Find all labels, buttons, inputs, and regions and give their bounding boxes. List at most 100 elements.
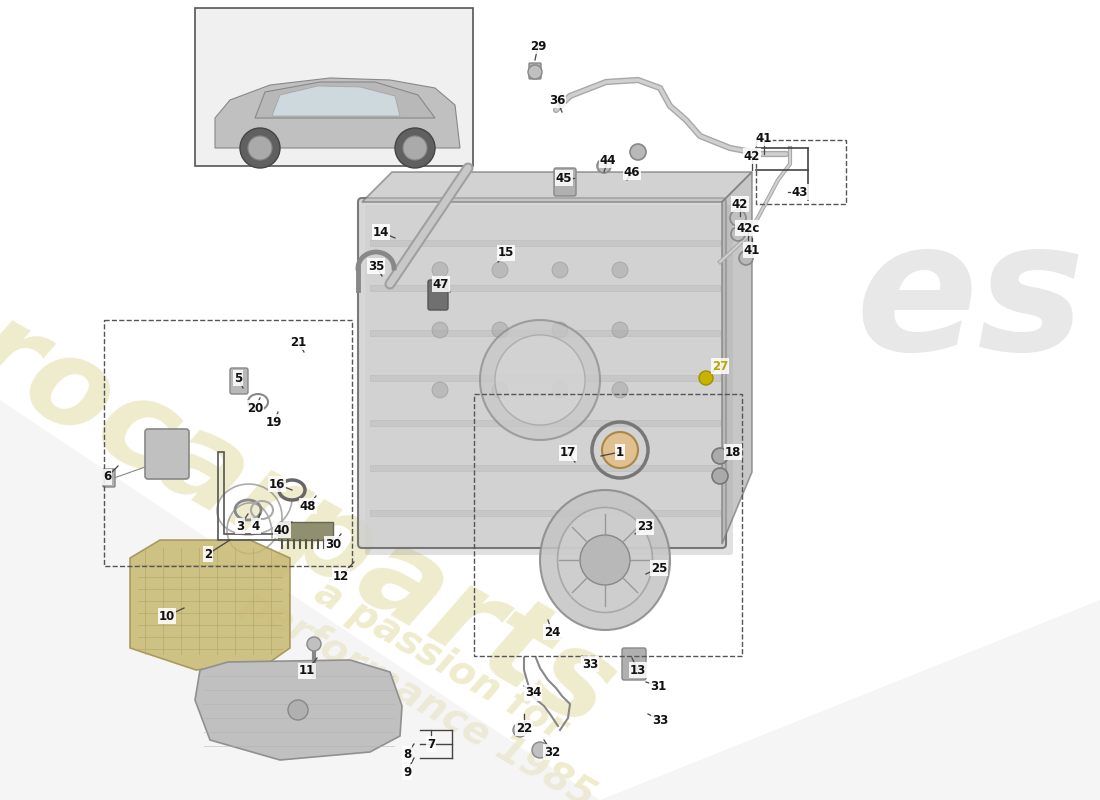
FancyBboxPatch shape: [103, 469, 116, 487]
Circle shape: [580, 535, 630, 585]
Text: 2: 2: [204, 547, 212, 561]
Text: 41: 41: [756, 131, 772, 145]
Text: es: es: [855, 212, 1085, 388]
Circle shape: [612, 262, 628, 278]
Polygon shape: [130, 540, 290, 670]
Circle shape: [739, 251, 754, 265]
FancyBboxPatch shape: [230, 368, 248, 394]
Text: 13: 13: [630, 663, 646, 677]
Text: 42: 42: [732, 198, 748, 210]
Text: 46: 46: [624, 166, 640, 178]
Polygon shape: [722, 172, 752, 544]
Circle shape: [612, 382, 628, 398]
Ellipse shape: [540, 490, 670, 630]
Ellipse shape: [558, 507, 652, 613]
Circle shape: [630, 144, 646, 160]
Text: 33: 33: [582, 658, 598, 670]
Text: 27: 27: [712, 359, 728, 373]
Text: 19: 19: [266, 415, 283, 429]
Circle shape: [432, 322, 448, 338]
Text: 23: 23: [637, 521, 653, 534]
Text: 3: 3: [235, 519, 244, 533]
Circle shape: [532, 742, 548, 758]
FancyBboxPatch shape: [365, 205, 733, 555]
Text: 30: 30: [324, 538, 341, 550]
Circle shape: [492, 382, 508, 398]
Bar: [370, 465, 720, 471]
Circle shape: [403, 136, 427, 160]
Polygon shape: [214, 78, 460, 148]
Text: 6: 6: [103, 470, 111, 483]
Circle shape: [528, 65, 542, 79]
Circle shape: [307, 637, 321, 651]
Bar: [370, 510, 720, 516]
Circle shape: [732, 227, 745, 241]
Circle shape: [432, 382, 448, 398]
Text: 41: 41: [744, 243, 760, 257]
Text: 24: 24: [543, 626, 560, 638]
FancyBboxPatch shape: [145, 429, 189, 479]
Circle shape: [288, 700, 308, 720]
FancyBboxPatch shape: [554, 168, 576, 196]
Text: 21: 21: [290, 335, 306, 349]
Text: 12: 12: [333, 570, 349, 582]
Text: 32: 32: [543, 746, 560, 758]
Text: 42c: 42c: [736, 222, 760, 234]
Circle shape: [552, 262, 568, 278]
FancyBboxPatch shape: [621, 648, 646, 680]
Circle shape: [552, 322, 568, 338]
FancyBboxPatch shape: [278, 522, 333, 540]
Bar: [756, 140, 846, 204]
Circle shape: [698, 371, 713, 385]
Text: 8: 8: [403, 747, 411, 761]
Circle shape: [492, 322, 508, 338]
Text: 42: 42: [744, 150, 760, 162]
Polygon shape: [362, 172, 752, 202]
FancyBboxPatch shape: [529, 63, 541, 79]
Bar: [474, 394, 742, 656]
Text: 5: 5: [234, 371, 242, 385]
Bar: [370, 375, 720, 381]
Text: 48: 48: [299, 499, 317, 513]
Circle shape: [432, 262, 448, 278]
Text: 14: 14: [373, 226, 389, 238]
Text: 17: 17: [560, 446, 576, 459]
Text: 20: 20: [246, 402, 263, 414]
Circle shape: [495, 335, 585, 425]
Circle shape: [712, 468, 728, 484]
Text: 1: 1: [616, 446, 624, 458]
Polygon shape: [255, 82, 434, 118]
Text: a passion for
performance 1985: a passion for performance 1985: [235, 544, 625, 800]
Circle shape: [602, 432, 638, 468]
Text: 31: 31: [650, 679, 667, 693]
Circle shape: [730, 210, 746, 226]
Text: 29: 29: [530, 39, 547, 53]
Text: 10: 10: [158, 610, 175, 622]
Circle shape: [492, 262, 508, 278]
Bar: [370, 420, 720, 426]
Text: eurocarparts: eurocarparts: [0, 206, 635, 754]
Text: 22: 22: [516, 722, 532, 734]
Bar: [370, 240, 720, 246]
Circle shape: [395, 128, 434, 168]
Circle shape: [513, 723, 527, 737]
Circle shape: [248, 136, 272, 160]
Text: 33: 33: [652, 714, 668, 726]
Text: 44: 44: [600, 154, 616, 166]
Text: 18: 18: [725, 446, 741, 458]
Circle shape: [240, 128, 280, 168]
Text: 43: 43: [792, 186, 808, 198]
Bar: [370, 330, 720, 336]
FancyBboxPatch shape: [358, 198, 726, 548]
Circle shape: [712, 448, 728, 464]
Text: 9: 9: [403, 766, 411, 778]
Text: 4: 4: [252, 519, 260, 533]
Text: 16: 16: [268, 478, 285, 490]
FancyBboxPatch shape: [428, 280, 448, 310]
Text: 36: 36: [549, 94, 565, 106]
Circle shape: [480, 320, 600, 440]
Bar: [370, 285, 720, 291]
Text: 7: 7: [427, 738, 436, 750]
Text: 45: 45: [556, 171, 572, 185]
Circle shape: [552, 382, 568, 398]
